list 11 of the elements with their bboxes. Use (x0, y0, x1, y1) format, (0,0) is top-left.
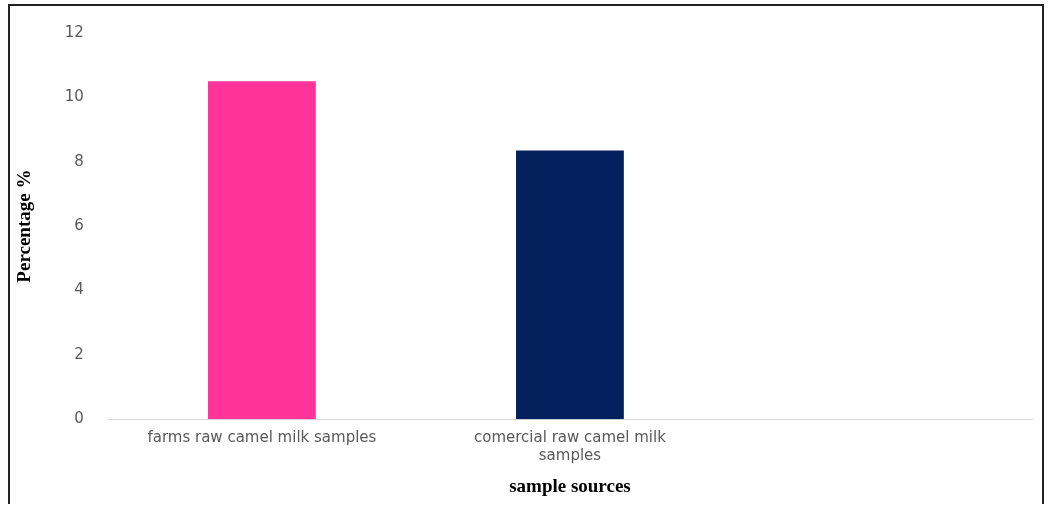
x-tick-label: farms raw camel milk samples (147, 428, 377, 447)
y-tick-label: 4 (74, 280, 84, 299)
y-axis-title: Percentage % (13, 169, 35, 283)
y-tick-label: 0 (74, 409, 84, 428)
y-tick-label: 6 (74, 215, 84, 234)
y-tick-label: 12 (64, 22, 84, 41)
y-tick-label: 8 (74, 151, 84, 170)
y-tick-label: 2 (74, 344, 84, 363)
x-axis-title: sample sources (509, 474, 631, 496)
x-tick-label: comercial raw camel milk samples (474, 428, 667, 465)
y-tick-label: 10 (64, 87, 84, 106)
